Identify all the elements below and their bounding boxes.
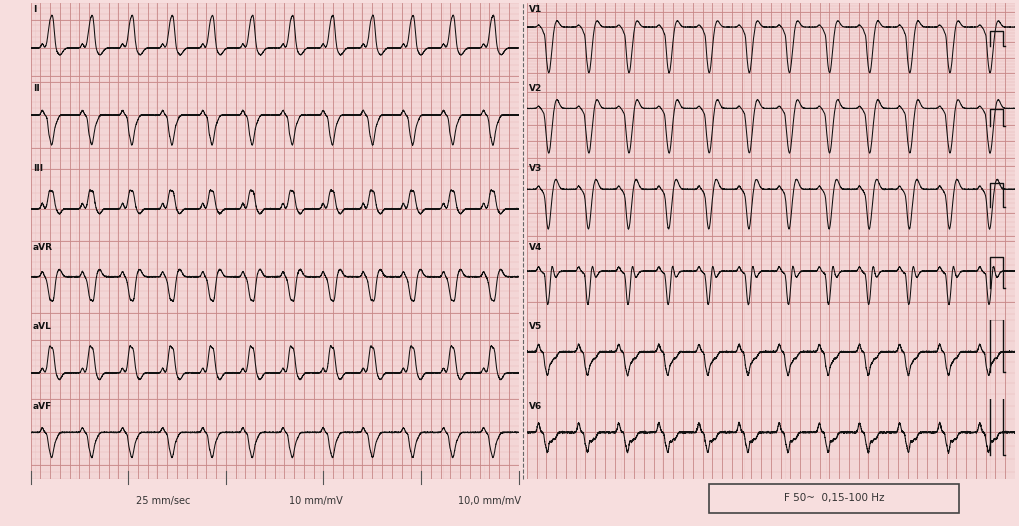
Text: III: III <box>33 164 43 173</box>
Text: V3: V3 <box>529 164 542 173</box>
Text: V2: V2 <box>529 84 542 93</box>
Text: V6: V6 <box>529 402 542 411</box>
Text: I: I <box>33 5 37 14</box>
Text: aVR: aVR <box>33 243 53 252</box>
Text: aVL: aVL <box>33 322 52 331</box>
Text: V5: V5 <box>529 322 542 331</box>
Text: V4: V4 <box>529 243 542 252</box>
Text: V1: V1 <box>529 5 542 14</box>
Text: 10,0 mm/mV: 10,0 mm/mV <box>458 495 521 506</box>
Text: 10 mm/mV: 10 mm/mV <box>289 495 342 506</box>
Text: 25 mm/sec: 25 mm/sec <box>136 495 191 506</box>
FancyBboxPatch shape <box>708 484 958 513</box>
Text: II: II <box>33 84 40 93</box>
Text: aVF: aVF <box>33 402 52 411</box>
Text: F 50~  0,15-100 Hz: F 50~ 0,15-100 Hz <box>783 493 883 503</box>
